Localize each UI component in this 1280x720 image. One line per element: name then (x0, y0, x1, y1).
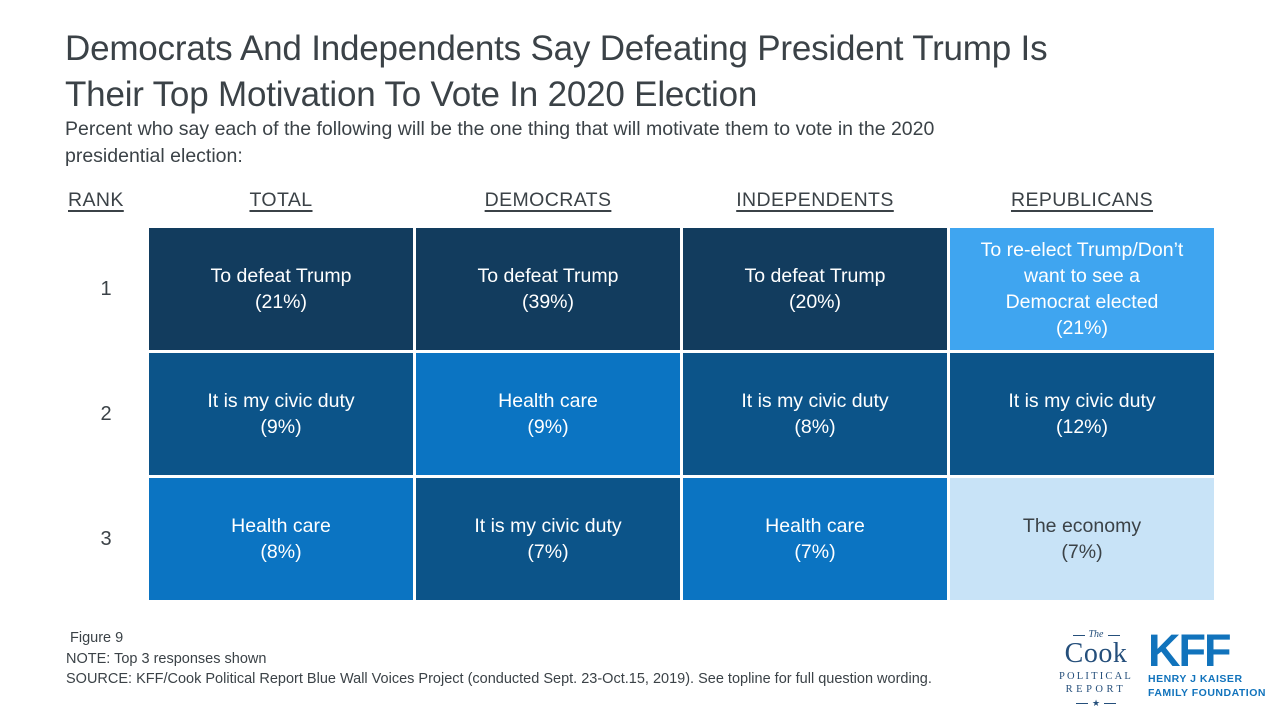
cell-label: To defeat Trump (477, 265, 619, 287)
rank-table: 1 To defeat Trump (21%) To defeat Trump … (66, 228, 1214, 600)
table-cell-independents-rank3: Health care (7%) (683, 478, 947, 600)
page-title: Democrats And Independents Say Defeating… (65, 29, 1048, 114)
cell-percent: (20%) (788, 291, 842, 313)
cell-percent: (39%) (521, 291, 575, 313)
note-text: NOTE: Top 3 responses shown (66, 650, 267, 667)
column-header-republicans: REPUBLICANS (1010, 189, 1154, 211)
table-cell-independents-rank2: It is my civic duty (8%) (683, 353, 947, 475)
table-cell-independents-rank1: To defeat Trump (20%) (683, 228, 947, 350)
cell-label: It is my civic duty (1008, 390, 1156, 412)
cook-logo-star-row: ★ (1052, 699, 1140, 708)
cook-logo-name: Cook (1064, 638, 1128, 669)
cook-logo-the-row: The (1052, 630, 1140, 640)
cell-label: Health care (765, 515, 865, 537)
cook-political-report-logo: The Cook POLITICAL REPORT ★ (1052, 630, 1140, 708)
table-cell-total-rank3: Health care (8%) (149, 478, 413, 600)
footer: Figure 9 NOTE: Top 3 responses shown SOU… (66, 628, 932, 690)
cell-percent: (21%) (254, 291, 308, 313)
cell-percent: (9%) (260, 416, 302, 438)
cell-percent: (8%) (794, 416, 836, 438)
kff-logo: KFF HENRY J KAISER FAMILY FOUNDATION (1148, 625, 1266, 700)
cell-percent: (9%) (527, 416, 569, 438)
table-cell-democrats-rank3: It is my civic duty (7%) (416, 478, 680, 600)
cell-percent: (7%) (794, 541, 836, 563)
table-cell-democrats-rank2: Health care (9%) (416, 353, 680, 475)
column-header-democrats: DEMOCRATS (484, 189, 612, 211)
cell-label: It is my civic duty (207, 390, 355, 412)
table-cell-total-rank1: To defeat Trump (21%) (149, 228, 413, 350)
kff-logo-line2: FAMILY FOUNDATION (1148, 686, 1266, 699)
rule-line (1072, 634, 1085, 636)
star-icon: ★ (1091, 698, 1101, 708)
kff-logo-initials: KFF (1148, 625, 1231, 676)
rank-number-3: 3 (100, 527, 112, 550)
cell-label: It is my civic duty (741, 390, 889, 412)
cell-label: To defeat Trump (210, 265, 352, 287)
kff-logo-line1: HENRY J KAISER (1148, 673, 1243, 685)
cell-label: To re-elect Trump/Don’t want to see a De… (980, 239, 1184, 313)
figure-number: Figure 9 (70, 630, 124, 646)
rule-line (1107, 634, 1120, 636)
table-header-row: RANK TOTAL DEMOCRATS INDEPENDENTS REPUBL… (66, 189, 1214, 212)
cook-logo-political: POLITICAL (1058, 671, 1134, 682)
subtitle: Percent who say each of the following wi… (65, 118, 935, 167)
table-cell-total-rank2: It is my civic duty (9%) (149, 353, 413, 475)
rule-line (1104, 703, 1117, 704)
column-header-independents: INDEPENDENTS (736, 189, 894, 211)
table-cell-republicans-rank2: It is my civic duty (12%) (950, 353, 1214, 475)
cell-percent: (7%) (1061, 541, 1103, 563)
rank-number-1: 1 (100, 277, 112, 300)
table-cell-republicans-rank3: The economy (7%) (950, 478, 1214, 600)
cook-logo-report: REPORT (1065, 684, 1127, 695)
rank-number-2: 2 (100, 402, 112, 425)
rule-line (1075, 703, 1088, 704)
table-cell-republicans-rank1: To re-elect Trump/Don’t want to see a De… (950, 228, 1214, 350)
cell-label: The economy (1022, 515, 1142, 537)
cook-logo-the: The (1088, 629, 1104, 640)
cell-percent: (7%) (527, 541, 569, 563)
cell-label: Health care (498, 390, 598, 412)
cell-percent: (21%) (1055, 317, 1109, 339)
cell-percent: (8%) (260, 541, 302, 563)
source-text: SOURCE: KFF/Cook Political Report Blue W… (66, 671, 932, 687)
column-header-rank: RANK (68, 189, 124, 211)
cell-label: Health care (231, 515, 331, 537)
cell-label: It is my civic duty (474, 515, 622, 537)
cell-percent: (12%) (1055, 416, 1109, 438)
table-cell-democrats-rank1: To defeat Trump (39%) (416, 228, 680, 350)
column-header-total: TOTAL (249, 189, 313, 211)
cell-label: To defeat Trump (744, 265, 886, 287)
